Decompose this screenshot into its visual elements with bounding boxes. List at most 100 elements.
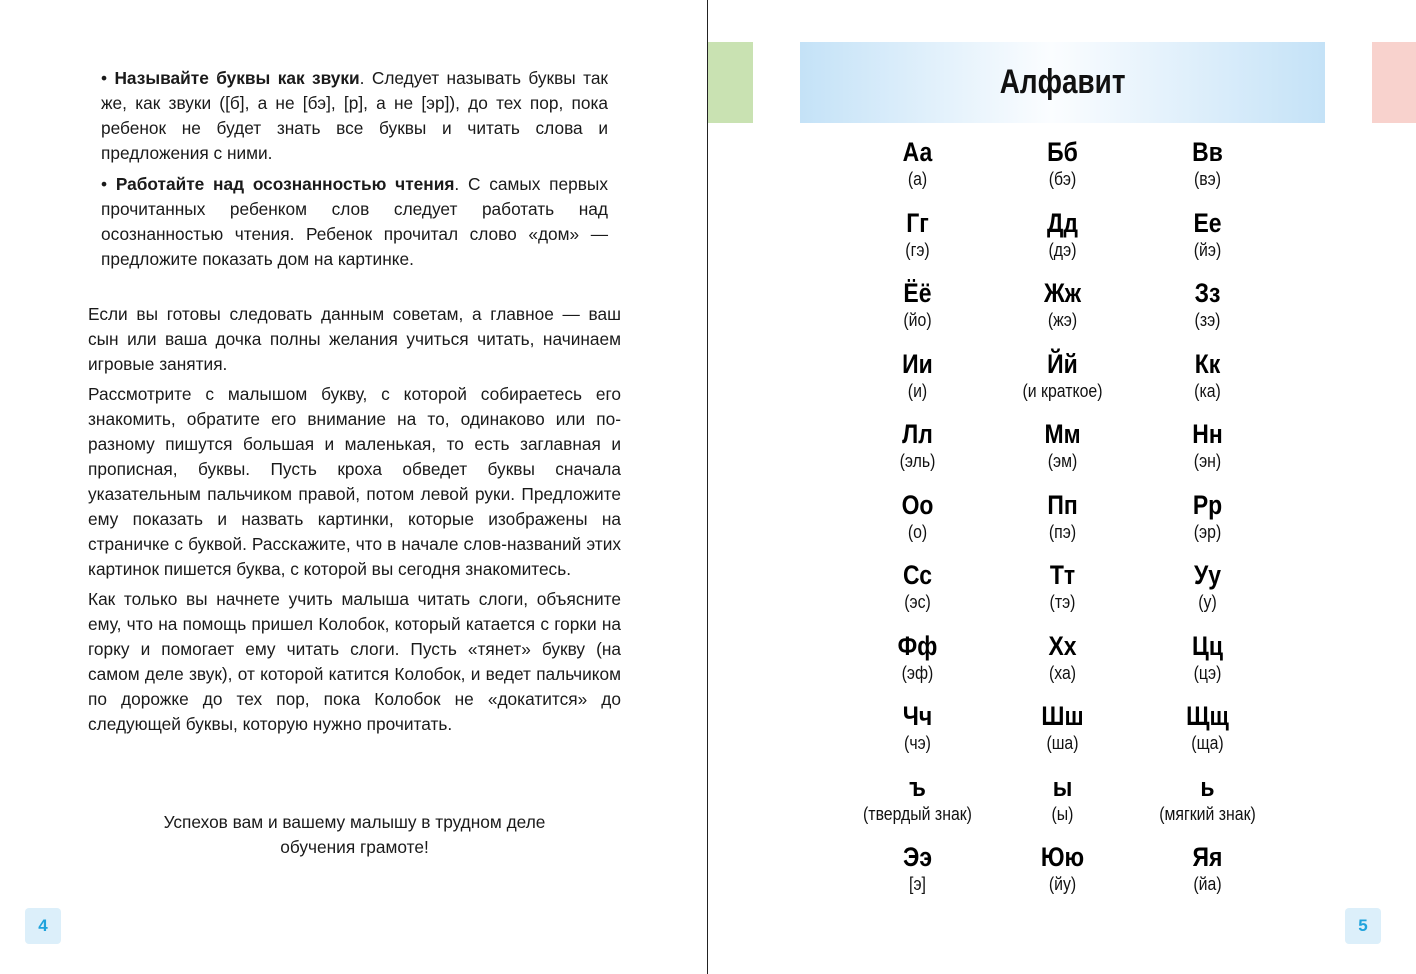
letter-name: (цэ) xyxy=(1193,662,1222,683)
alphabet-letter: Кк (ка) xyxy=(1135,348,1280,419)
letter-name: (йу) xyxy=(1048,874,1077,894)
alphabet-letter: Ёё (йо) xyxy=(845,277,990,348)
alphabet-letter: ъ (твердый знак) xyxy=(845,771,990,842)
letter-name: (мягкий знак) xyxy=(1159,803,1256,824)
letter-name: (ша) xyxy=(1046,733,1079,753)
letter-name: (тэ) xyxy=(1049,592,1076,612)
letter-name: (и краткое) xyxy=(1022,380,1103,401)
page-number-right: 5 xyxy=(1345,908,1381,944)
letter-name: (ха) xyxy=(1048,662,1077,683)
letter-glyph: Ее xyxy=(1193,207,1222,238)
alphabet-letter: Ее (йэ) xyxy=(1135,207,1280,278)
letter-name: (твердый знак) xyxy=(863,803,972,824)
letter-glyph: Тт xyxy=(1049,560,1076,590)
alphabet-letter: Шш (ша) xyxy=(990,700,1135,771)
letter-glyph: Чч xyxy=(902,701,933,731)
letter-name: (а) xyxy=(907,169,928,189)
letter-glyph: Лл xyxy=(902,419,933,449)
alphabet-grid: Аа (а) Бб (бэ) Вв (вэ) Гг (гэ) Дд (дэ) Ее (йэ) Ёё (йо… xyxy=(845,136,1281,912)
letter-glyph: Ээ xyxy=(902,842,933,872)
letter-glyph: Аа xyxy=(902,137,933,167)
alphabet-letter: Йй (и краткое) xyxy=(990,348,1135,419)
pink-tab-decoration xyxy=(1372,42,1416,123)
title-banner: Алфавит xyxy=(800,42,1325,123)
letter-name: (эн) xyxy=(1193,451,1222,471)
letter-glyph: Яя xyxy=(1192,842,1223,872)
alphabet-letter: ь (мягкий знак) xyxy=(1135,771,1280,842)
letter-name: (о) xyxy=(907,521,928,542)
letter-name: (ка) xyxy=(1194,380,1221,401)
letter-glyph: Рр xyxy=(1192,489,1223,520)
letter-glyph: ъ xyxy=(909,771,926,802)
tip-bullet: • Работайте над осознанностью чтения. С … xyxy=(101,174,608,269)
letter-glyph: Бб xyxy=(1047,137,1078,167)
alphabet-letter: Лл (эль) xyxy=(845,418,990,489)
letter-name: (эф) xyxy=(901,662,934,683)
letter-name: (жэ) xyxy=(1047,310,1078,330)
letter-name: (эр) xyxy=(1193,521,1222,542)
alphabet-letter: Фф (эф) xyxy=(845,630,990,701)
letter-name: (и) xyxy=(907,380,928,401)
alphabet-letter: Мм (эм) xyxy=(990,418,1135,489)
letter-name: (эль) xyxy=(899,451,936,471)
letter-glyph: Ии xyxy=(902,348,933,379)
alphabet-letter: Уу (у) xyxy=(1135,559,1280,630)
letter-name: [э] xyxy=(909,874,926,894)
letter-glyph: Нн xyxy=(1192,419,1223,449)
letter-name: (йэ) xyxy=(1193,239,1222,260)
left-page-text: • Называйте буквы как звуки. Следует наз… xyxy=(88,66,621,742)
alphabet-letter: Щщ (ща) xyxy=(1135,700,1280,771)
letter-glyph: Дд xyxy=(1047,207,1078,238)
letter-name: (дэ) xyxy=(1048,239,1077,260)
letter-glyph: Гг xyxy=(906,207,929,238)
alphabet-letter: Яя (йа) xyxy=(1135,841,1280,912)
letter-glyph: Жж xyxy=(1043,278,1082,308)
alphabet-letter: Рр (эр) xyxy=(1135,489,1280,560)
paragraph: Если вы готовы следовать данным советам,… xyxy=(88,304,621,374)
book-spine xyxy=(707,0,708,974)
letter-glyph: Уу xyxy=(1193,560,1222,590)
letter-name: (чэ) xyxy=(904,733,931,753)
tip-bullet: • Называйте буквы как звуки. Следует наз… xyxy=(101,68,608,163)
letter-glyph: Шш xyxy=(1041,701,1084,731)
alphabet-letter: Гг (гэ) xyxy=(845,207,990,278)
alphabet-letter: Цц (цэ) xyxy=(1135,630,1280,701)
letter-name: (вэ) xyxy=(1193,169,1222,189)
paragraph: Как только вы начнете учить малыша читат… xyxy=(88,589,621,734)
letter-name: (йо) xyxy=(903,310,932,330)
letter-glyph: Юю xyxy=(1040,842,1085,872)
letter-name: (эм) xyxy=(1047,451,1078,471)
letter-glyph: Зз xyxy=(1194,278,1221,308)
alphabet-letter: Зз (зэ) xyxy=(1135,277,1280,348)
letter-glyph: Фф xyxy=(897,630,938,661)
letter-glyph: Хх xyxy=(1048,630,1077,661)
letter-glyph: Мм xyxy=(1044,419,1081,449)
alphabet-letter: Оо (о) xyxy=(845,489,990,560)
letter-name: (эс) xyxy=(904,592,931,612)
letter-name: (йа) xyxy=(1193,874,1222,894)
alphabet-letter: Бб (бэ) xyxy=(990,136,1135,207)
letter-glyph: ь xyxy=(1200,771,1215,802)
alphabet-letter: Аа (а) xyxy=(845,136,990,207)
alphabet-letter: Вв (вэ) xyxy=(1135,136,1280,207)
letter-glyph: Сс xyxy=(902,560,933,590)
letter-glyph: Цц xyxy=(1192,630,1223,661)
alphabet-letter: Чч (чэ) xyxy=(845,700,990,771)
letter-name: (у) xyxy=(1198,592,1217,612)
alphabet-letter: Ии (и) xyxy=(845,348,990,419)
green-tab-decoration xyxy=(708,42,753,123)
paragraph: Рассмотрите с малышом букву, с которой с… xyxy=(88,384,621,579)
letter-glyph: Ёё xyxy=(903,278,932,308)
alphabet-letter: Нн (эн) xyxy=(1135,418,1280,489)
alphabet-letter: ы (ы) xyxy=(990,771,1135,842)
alphabet-letter: Сс (эс) xyxy=(845,559,990,630)
letter-name: (бэ) xyxy=(1048,169,1077,189)
page-number-left: 4 xyxy=(25,908,61,944)
letter-name: (ща) xyxy=(1191,733,1224,753)
alphabet-letter: Хх (ха) xyxy=(990,630,1135,701)
page-title: Алфавит xyxy=(999,63,1126,101)
letter-glyph: Щщ xyxy=(1186,701,1229,731)
alphabet-letter: Ээ [э] xyxy=(845,841,990,912)
alphabet-letter: Жж (жэ) xyxy=(990,277,1135,348)
alphabet-letter: Юю (йу) xyxy=(990,841,1135,912)
